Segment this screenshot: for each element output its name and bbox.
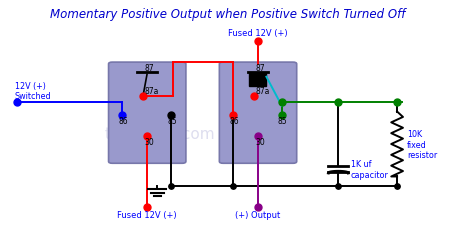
Text: 1K uf
capacitor: 1K uf capacitor xyxy=(351,160,389,179)
Bar xyxy=(249,74,266,87)
Point xyxy=(254,134,262,138)
Text: Momentary Positive Output when Positive Switch Turned Off: Momentary Positive Output when Positive … xyxy=(50,8,405,21)
FancyBboxPatch shape xyxy=(219,63,297,164)
Text: 87a: 87a xyxy=(145,87,159,96)
Point xyxy=(14,101,21,105)
Text: 86: 86 xyxy=(229,117,238,126)
FancyBboxPatch shape xyxy=(109,63,186,164)
Point xyxy=(118,114,126,117)
Point xyxy=(394,101,401,105)
Point xyxy=(229,114,237,117)
Text: 30: 30 xyxy=(256,137,265,146)
Point xyxy=(143,134,151,138)
Point xyxy=(254,205,262,209)
Point xyxy=(250,95,258,99)
Point xyxy=(278,114,285,117)
Text: Fused 12V (+): Fused 12V (+) xyxy=(117,210,177,219)
Text: 87: 87 xyxy=(145,64,155,73)
Text: 86: 86 xyxy=(118,117,128,126)
Point xyxy=(254,40,262,43)
Point xyxy=(139,95,147,99)
Text: Fused 12V (+): Fused 12V (+) xyxy=(228,29,288,38)
Point xyxy=(143,205,151,209)
Point xyxy=(394,184,401,188)
Point xyxy=(229,184,237,188)
Text: 12V (+)
Switched: 12V (+) Switched xyxy=(15,81,51,100)
Point xyxy=(167,114,175,117)
Text: 87a: 87a xyxy=(256,87,270,96)
Text: 85: 85 xyxy=(278,117,288,126)
Point xyxy=(278,101,285,105)
Point xyxy=(335,101,342,105)
Point xyxy=(167,184,175,188)
Point xyxy=(335,184,342,188)
Text: 30: 30 xyxy=(145,137,155,146)
Text: (+) Output: (+) Output xyxy=(235,210,280,219)
Text: 10K
fixed
resistor: 10K fixed resistor xyxy=(407,130,437,159)
Text: 87: 87 xyxy=(256,64,265,73)
Text: the12volt.com: the12volt.com xyxy=(104,127,215,141)
Text: 85: 85 xyxy=(167,117,177,126)
